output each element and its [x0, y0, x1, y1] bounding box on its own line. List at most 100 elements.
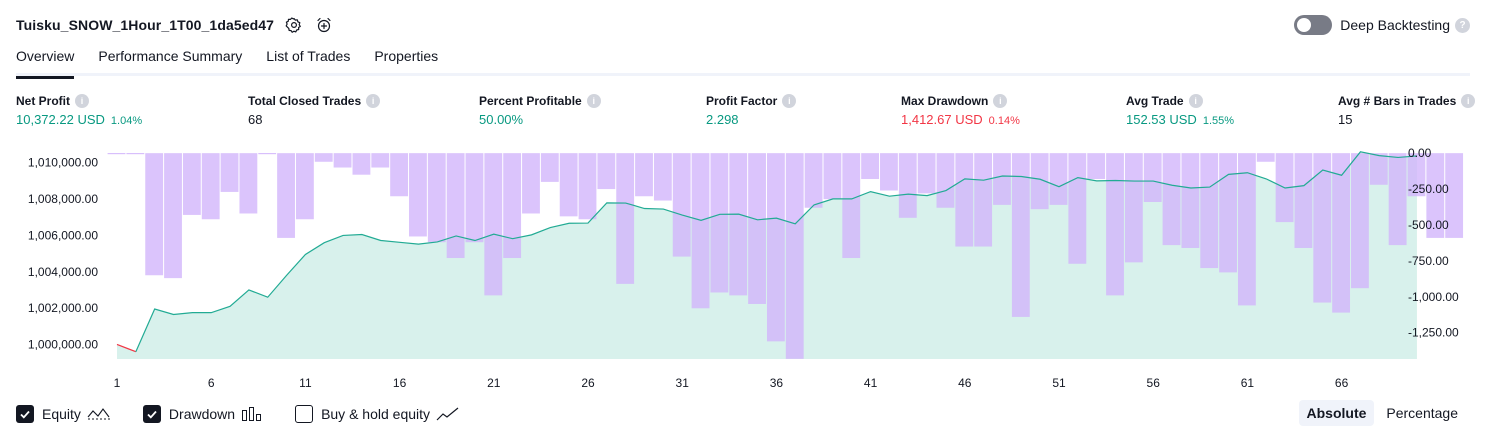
drawdown-bar — [1162, 153, 1181, 246]
drawdown-bar — [936, 153, 955, 208]
x-tick-label: 61 — [1241, 376, 1255, 390]
drawdown-bar — [1426, 153, 1445, 238]
equity-drawdown-chart[interactable]: 1,000,000.00 1,002,000.00 1,004,000.00 1,00… — [0, 140, 1486, 400]
drawdown-bar — [1294, 153, 1313, 248]
drawdown-bar — [465, 153, 484, 243]
stat-percent: 1.04% — [110, 115, 143, 127]
drawdown-bar — [1030, 153, 1049, 210]
drawdown-bar — [1181, 153, 1200, 248]
drawdown-bar — [635, 153, 653, 197]
drawdown-bar — [390, 153, 409, 197]
drawdown-bar — [126, 153, 145, 155]
info-icon[interactable]: i — [366, 94, 381, 108]
equity-line-negative — [116, 343, 137, 353]
drawdown-bar — [333, 153, 352, 168]
drawdown-bar — [1049, 153, 1068, 205]
absolute-button[interactable]: Absolute — [1298, 400, 1375, 426]
drawdown-bar — [446, 153, 465, 259]
y-right-tick-label: -750.00 — [1408, 254, 1449, 268]
drawdown-bar — [1313, 153, 1332, 303]
drawdown-bar — [1087, 153, 1106, 180]
tab-properties[interactable]: Properties — [374, 48, 439, 64]
drawdown-bar — [1068, 153, 1087, 264]
drawdown-checkbox[interactable] — [142, 405, 161, 423]
x-tick-label: 21 — [487, 376, 501, 390]
drawdown-bar — [371, 153, 390, 168]
stat-value: 15 — [1338, 112, 1353, 127]
drawdown-bar — [578, 153, 597, 220]
settings-icon[interactable] — [284, 15, 304, 35]
info-icon[interactable]: i — [586, 94, 601, 108]
legend-drawdown[interactable]: Drawdown — [142, 405, 263, 423]
info-icon[interactable]: i — [993, 94, 1008, 108]
drawdown-bar — [1369, 153, 1388, 185]
tab-list-of-trades[interactable]: List of Trades — [266, 48, 351, 64]
drawdown-bar — [898, 153, 917, 218]
drawdown-bar — [1124, 153, 1143, 263]
drawdown-bar — [314, 153, 333, 162]
info-icon[interactable]: i — [1188, 94, 1203, 108]
drawdown-bar — [540, 153, 559, 182]
strategy-title: Tuisku_SNOW_1Hour_1T00_1da5ed47 — [16, 17, 275, 33]
drawdown-bar — [1256, 153, 1275, 162]
stat-label: Net Profit — [16, 94, 70, 108]
stat-avg-trade: Avg Trade i 152.53 USD 1.55% — [1126, 92, 1234, 127]
x-tick-label: 51 — [1052, 376, 1066, 390]
drawdown-bar — [107, 153, 126, 155]
x-tick-label: 26 — [581, 376, 595, 390]
buy-hold-checkbox[interactable] — [295, 405, 314, 423]
drawdown-bar — [503, 153, 522, 259]
legend-buy-hold-label: Buy & hold equity — [321, 406, 431, 422]
stat-label: Max Drawdown — [901, 94, 989, 108]
equity-line — [135, 151, 1418, 352]
value-mode-switch: Absolute Percentage — [1295, 400, 1467, 426]
tab-overview[interactable]: Overview — [16, 44, 75, 79]
drawdown-bar — [1011, 153, 1030, 317]
x-tick-label: 11 — [299, 376, 312, 390]
stat-net-profit: Net Profit i 10,372.22 USD 1.04% — [16, 92, 142, 127]
drawdown-bar — [1200, 153, 1219, 269]
drawdown-bar — [1445, 153, 1464, 238]
y-left-tick-label: 1,010,000.00 — [28, 156, 98, 170]
stat-percent: 0.14% — [988, 115, 1020, 127]
info-icon[interactable]: i — [75, 94, 89, 108]
info-icon[interactable]: i — [782, 94, 797, 108]
info-icon[interactable]: i — [1461, 94, 1476, 108]
drawdown-bar — [823, 153, 842, 200]
stat-value: 50.00% — [479, 112, 524, 127]
stat-percent-profitable: Percent Profitable i 50.00% — [479, 92, 601, 127]
stat-label: Percent Profitable — [479, 94, 582, 108]
drawdown-bar — [1106, 153, 1124, 296]
drawdown-bar — [220, 153, 239, 192]
y-right-tick-label: -250.00 — [1408, 182, 1449, 196]
deep-backtesting-toggle[interactable] — [1294, 15, 1333, 35]
percentage-button[interactable]: Percentage — [1386, 405, 1458, 421]
drawdown-bar — [409, 153, 427, 237]
drawdown-bar — [785, 153, 804, 359]
stat-value: 2.298 — [706, 112, 739, 127]
tab-performance-summary[interactable]: Performance Summary — [98, 48, 243, 64]
stat-label: Profit Factor — [706, 94, 778, 108]
help-icon[interactable]: ? — [1455, 17, 1470, 33]
drawdown-bar — [974, 153, 993, 247]
drawdown-bar — [616, 153, 635, 284]
stat-label: Avg # Bars in Trades — [1338, 94, 1457, 108]
report-tabs: Overview Performance Summary List of Tra… — [16, 44, 1470, 79]
deep-backtesting: Deep Backtesting ? — [1294, 12, 1470, 38]
legend-buy-hold[interactable]: Buy & hold equity — [295, 405, 460, 423]
legend-equity[interactable]: Equity — [16, 405, 111, 423]
drawdown-bar — [164, 153, 182, 279]
x-tick-label: 41 — [864, 376, 878, 390]
drawdown-bar — [1143, 153, 1162, 202]
drawdown-bar — [880, 153, 898, 191]
equity-checkbox[interactable] — [16, 405, 34, 423]
drawdown-bar — [861, 153, 880, 180]
line-chart-icon — [436, 406, 460, 422]
drawdown-bar — [766, 153, 785, 342]
drawdown-bar — [277, 153, 295, 238]
stat-value: 68 — [248, 112, 263, 127]
drawdown-bar — [522, 153, 540, 214]
drawdown-bar — [748, 153, 766, 304]
drawdown-bar — [239, 153, 258, 214]
alarm-clock-add-icon[interactable] — [314, 15, 334, 35]
